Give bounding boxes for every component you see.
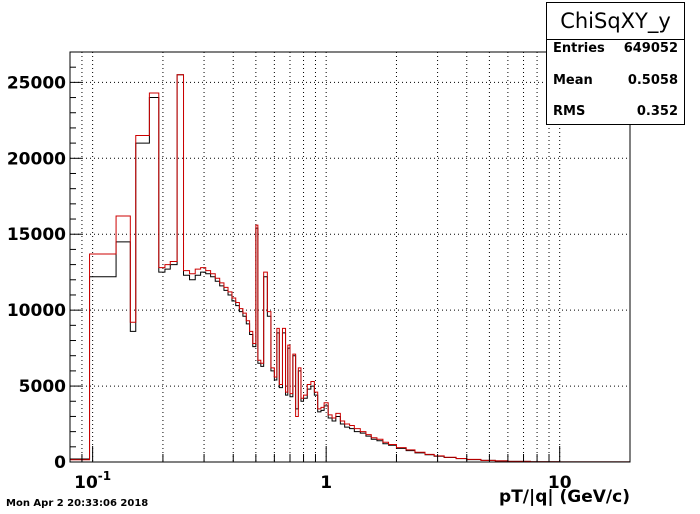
y-tick-label: 10000 <box>7 301 66 321</box>
stats-label: Entries <box>553 41 605 56</box>
x-tick-label: 10-1 <box>74 469 111 493</box>
histogram-series <box>70 74 630 463</box>
y-tick-label: 5000 <box>19 377 66 397</box>
y-tick-label: 20000 <box>7 149 66 169</box>
histogram-series <box>70 74 630 463</box>
stats-value: 649052 <box>623 41 678 56</box>
stats-label: Mean <box>553 73 593 88</box>
stats-value: 0.352 <box>636 104 678 119</box>
stats-title: ChiSqXY_y <box>547 3 684 40</box>
stats-box: ChiSqXY_y Entries 649052 Mean 0.5058 RMS… <box>546 2 685 125</box>
x-tick-label: 10 <box>548 473 572 493</box>
y-tick-label: 15000 <box>7 225 66 245</box>
y-tick-label: 25000 <box>7 73 66 93</box>
x-axis-title: pT/|q| (GeV/c) <box>499 487 630 507</box>
stats-label: RMS <box>553 104 586 119</box>
plot-frame <box>69 51 631 463</box>
y-tick-label: 0 <box>54 453 66 473</box>
timestamp: Mon Apr 2 20:33:06 2018 <box>6 498 149 509</box>
x-tick-label: 1 <box>320 473 332 493</box>
stats-value: 0.5058 <box>627 73 678 88</box>
